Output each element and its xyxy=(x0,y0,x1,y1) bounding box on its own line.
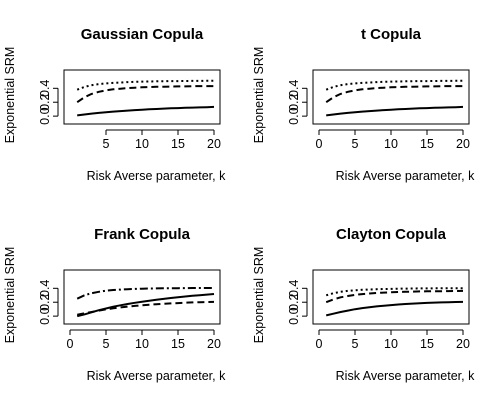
series-line-dashed xyxy=(77,300,215,316)
y-tick-label: 0.2 xyxy=(38,93,52,110)
x-tick-label: 10 xyxy=(384,337,398,351)
x-tick-label: 20 xyxy=(456,337,470,351)
y-tick-label: 0.2 xyxy=(38,293,52,310)
x-tick-label: 5 xyxy=(352,137,359,151)
plot-frame xyxy=(312,269,470,325)
series-line-dashed xyxy=(325,289,464,304)
series-line-dashdot xyxy=(76,287,214,300)
series-line-solid xyxy=(326,105,464,117)
plot-frame xyxy=(312,69,470,125)
y-tick-label: 0.0 xyxy=(287,307,301,324)
series-line-solid xyxy=(325,300,464,317)
x-tick-label: 15 xyxy=(420,137,434,151)
series-line-dotted xyxy=(325,79,463,91)
x-tick-label: 20 xyxy=(207,137,221,151)
y-tick-label: 0.4 xyxy=(287,80,301,97)
y-axis-label: Exponential SRM xyxy=(252,247,266,344)
series-line-dashed xyxy=(325,85,463,104)
y-tick-label: 0.4 xyxy=(38,280,52,297)
x-tick-label: 0 xyxy=(316,137,323,151)
y-tick-label: 0.0 xyxy=(38,107,52,124)
plot-frame xyxy=(63,269,221,325)
x-tick-label: 0 xyxy=(67,337,74,351)
chart-panel-4: Clayton Copula 0 5 10 15 20 0.00.20.4 Risk Aver… xyxy=(252,226,475,383)
y-axis-label: Exponential SRM xyxy=(3,47,17,144)
chart-panel-2: t Copula 0 5 10 15 20 0.00.20.4 Risk Averse par… xyxy=(252,26,475,183)
x-axis-label: Risk Averse parameter, k xyxy=(87,169,226,183)
x-tick-label: 20 xyxy=(207,337,221,351)
x-tick-label: 5 xyxy=(103,137,110,151)
x-axis-label: Risk Averse parameter, k xyxy=(336,169,475,183)
y-tick-label: 0.4 xyxy=(287,280,301,297)
series-line-dashed xyxy=(76,85,214,104)
y-tick-label: 0.0 xyxy=(38,307,52,324)
y-tick-label: 0.0 xyxy=(287,107,301,124)
series-line-solid xyxy=(77,105,215,117)
chart-title: t Copula xyxy=(361,26,422,43)
x-tick-label: 10 xyxy=(384,137,398,151)
chart-panel-3: Frank Copula 0 5 10 15 20 0.00.20.4 Risk Averse… xyxy=(3,226,226,383)
x-tick-label: 5 xyxy=(352,337,359,351)
x-axis-label: Risk Averse parameter, k xyxy=(87,369,226,383)
y-tick-label: 0.4 xyxy=(38,80,52,97)
x-axis-label: Risk Averse parameter, k xyxy=(336,369,475,383)
y-tick-label: 0.2 xyxy=(287,293,301,310)
chart-title: Clayton Copula xyxy=(336,226,447,243)
x-tick-label: 20 xyxy=(456,137,470,151)
x-tick-label: 10 xyxy=(135,137,149,151)
chart-title: Gaussian Copula xyxy=(81,26,204,43)
x-tick-label: 0 xyxy=(316,337,323,351)
chart-title: Frank Copula xyxy=(94,226,191,243)
x-tick-label: 15 xyxy=(171,137,185,151)
series-line-dotted xyxy=(76,79,214,91)
y-axis-label: Exponential SRM xyxy=(252,47,266,144)
plot-frame xyxy=(63,69,221,125)
x-tick-label: 15 xyxy=(171,337,185,351)
y-tick-label: 0.2 xyxy=(287,93,301,110)
chart-panel-1: Gaussian Copula 5 10 15 20 0.00.20.4 Risk Aver… xyxy=(3,26,226,183)
y-axis-label: Exponential SRM xyxy=(3,247,17,344)
x-tick-label: 15 xyxy=(420,337,434,351)
x-tick-label: 5 xyxy=(103,337,110,351)
x-tick-label: 10 xyxy=(135,337,149,351)
